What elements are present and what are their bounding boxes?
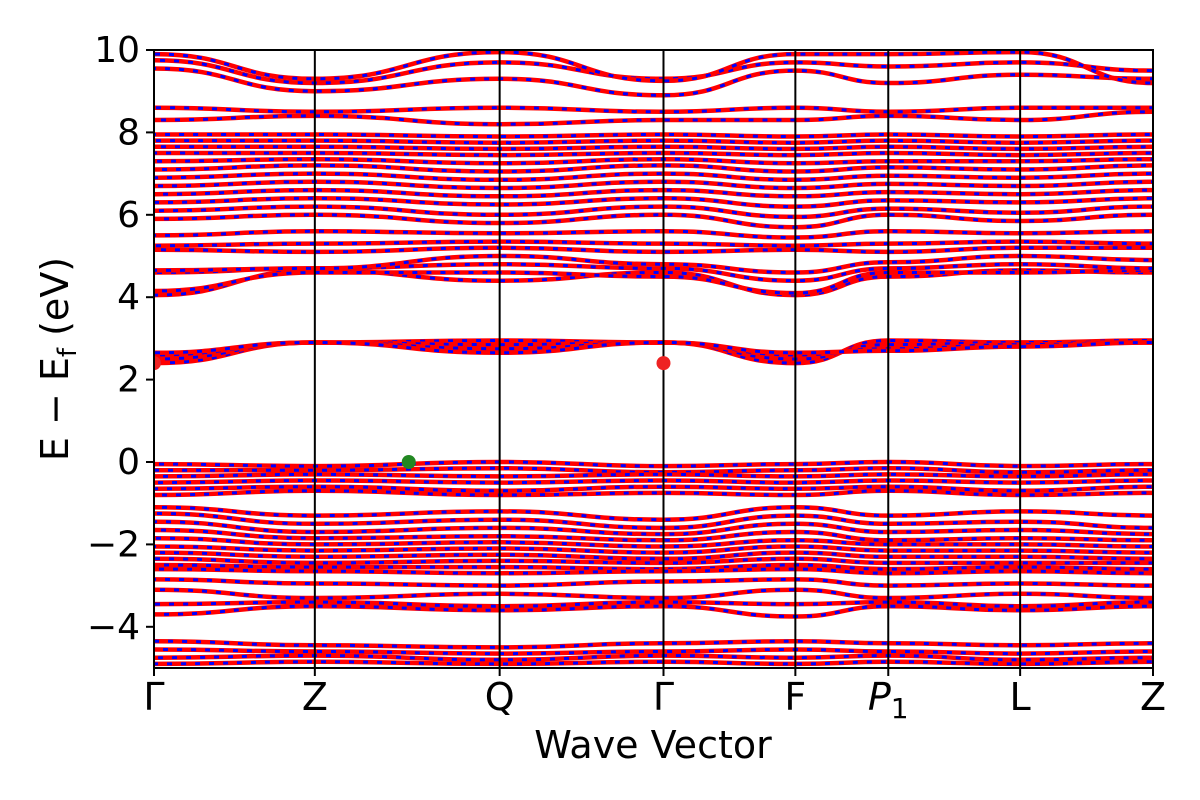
- band-line: [154, 488, 1153, 498]
- bands-layer: [154, 50, 1153, 667]
- k-point-label: F: [784, 675, 806, 719]
- cbm-marker: [656, 356, 671, 371]
- vbm-marker: [401, 455, 416, 469]
- band-line-dashed: [154, 505, 1153, 522]
- k-point-label: P1: [868, 675, 909, 725]
- band-line-dashed: [154, 268, 1153, 295]
- band-line: [154, 478, 1153, 485]
- band-group: [154, 338, 1153, 366]
- band-line-dashed: [154, 520, 1153, 536]
- band-line: [154, 245, 1153, 255]
- band-line: [154, 659, 1153, 667]
- band-line-dashed: [154, 213, 1153, 229]
- band-group: [154, 638, 1153, 667]
- band-group: [154, 459, 1153, 498]
- band-group: [154, 132, 1153, 230]
- band-line: [154, 577, 1153, 588]
- band-line: [154, 150, 1153, 158]
- k-point-label: Z: [302, 675, 328, 719]
- band-line-dashed: [154, 254, 1153, 275]
- band-line: [154, 109, 1153, 127]
- band-line-dashed: [154, 478, 1153, 485]
- band-line-dashed: [154, 466, 1153, 474]
- band-line: [154, 229, 1153, 240]
- k-point-label: Z: [1140, 675, 1166, 719]
- k-point-label: Q: [485, 675, 515, 719]
- band-line-dashed: [154, 240, 1153, 248]
- band-line-dashed: [154, 180, 1153, 190]
- band-line-dashed: [154, 67, 1153, 97]
- y-tick-label: 0: [117, 442, 140, 483]
- x-axis-ticks: Γ Z Q Γ F P1 L Z: [143, 668, 1166, 725]
- k-point-label: L: [1010, 675, 1031, 719]
- band-line-dashed: [154, 188, 1153, 198]
- y-tick-label: 6: [117, 195, 140, 236]
- band-line: [154, 132, 1153, 139]
- cbm-marker: [154, 356, 161, 371]
- band-line-dashed: [154, 654, 1153, 662]
- y-tick-label: 10: [94, 30, 140, 71]
- y-tick-label: 2: [117, 360, 140, 401]
- band-line-dashed: [154, 639, 1153, 649]
- band-line-dashed: [154, 660, 1153, 666]
- band-line-dashed: [154, 163, 1153, 174]
- band-line: [154, 562, 1153, 572]
- band-line: [154, 511, 1153, 531]
- band-line: [154, 204, 1153, 220]
- k-point-label: Γ: [653, 675, 674, 719]
- band-line-dashed: [154, 536, 1153, 549]
- band-line-dashed: [154, 485, 1153, 493]
- band-line: [154, 472, 1153, 479]
- band-group: [154, 229, 1153, 298]
- y-tick-label: −4: [87, 607, 140, 648]
- plot-frame: [153, 49, 1154, 669]
- k-point-label: Γ: [143, 675, 164, 719]
- band-line: [154, 603, 1153, 619]
- x-axis-label: Wave Vector: [534, 723, 772, 767]
- band-group: [154, 50, 1153, 127]
- band-line-dashed: [154, 50, 1153, 85]
- band-line-dashed: [154, 139, 1153, 145]
- band-line-dashed: [154, 151, 1153, 157]
- y-tick-label: 4: [117, 277, 140, 318]
- band-edge-markers: [154, 356, 671, 469]
- y-axis-ticks: −4 −2 0 2 4 6 8 10: [87, 30, 154, 648]
- band-line-dashed: [154, 196, 1153, 209]
- band-line-dashed: [154, 567, 1153, 575]
- band-group: [154, 505, 1153, 576]
- band-line: [154, 550, 1153, 562]
- band-line: [154, 138, 1153, 145]
- y-tick-label: −2: [87, 524, 140, 565]
- band-line: [154, 544, 1153, 555]
- band-line-dashed: [154, 157, 1153, 165]
- band-line-dashed: [154, 106, 1153, 114]
- band-line-dashed: [154, 557, 1153, 565]
- y-tick-label: 8: [117, 112, 140, 153]
- band-line-dashed: [154, 172, 1153, 182]
- y-axis-label: E − Ef (eV): [33, 257, 83, 461]
- band-line-dashed: [154, 600, 1153, 608]
- band-line: [154, 647, 1153, 656]
- band-line-dashed: [154, 460, 1153, 468]
- band-line: [154, 144, 1153, 152]
